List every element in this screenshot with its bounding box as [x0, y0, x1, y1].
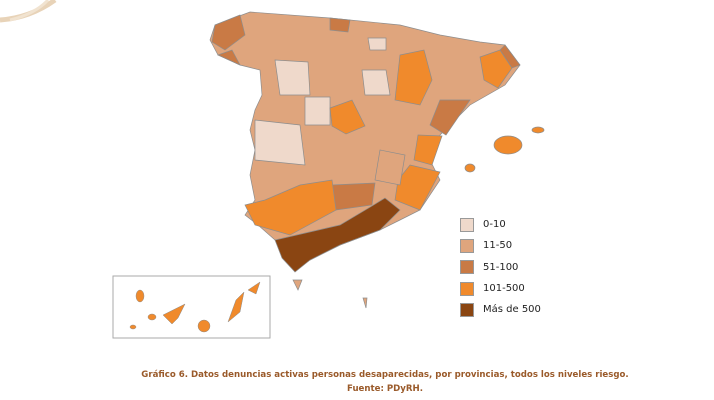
province-girona — [499, 44, 521, 69]
legend-item: 0-10 — [460, 214, 541, 235]
legend-item: 101-500 — [460, 278, 541, 299]
legend-swatch — [460, 260, 474, 275]
province-cantabria — [367, 37, 387, 51]
legend-label: 101-500 — [483, 283, 525, 295]
legend-label: Más de 500 — [483, 304, 541, 316]
province-valencia — [413, 134, 443, 166]
province-south-andalusia — [274, 197, 401, 273]
legend-label: 0-10 — [483, 219, 506, 231]
province-tarragona — [429, 99, 471, 136]
province-madrid — [329, 99, 366, 135]
legend-item: Más de 500 — [460, 299, 541, 320]
province-zamora — [274, 59, 311, 96]
ceuta — [292, 279, 303, 291]
province-west-andalusia — [244, 179, 337, 236]
legend-swatch — [460, 217, 474, 232]
province-pontevedra — [217, 49, 241, 66]
legend-swatch — [460, 238, 474, 253]
province-mallorca — [493, 135, 523, 155]
province-caceres — [254, 119, 306, 166]
caption-title: Gráfico 6. Datos denuncias activas perso… — [141, 370, 629, 380]
legend-item: 51-100 — [460, 257, 541, 278]
caption-source: Fuente: PDyRH. — [347, 384, 423, 394]
province-a-coruna — [211, 14, 246, 51]
province-menorca — [531, 126, 545, 134]
legend-label: 51-100 — [483, 261, 519, 273]
province-segovia — [304, 96, 331, 126]
province-bizkaia — [329, 17, 351, 33]
province-barcelona — [479, 49, 513, 89]
legend-label: 11-50 — [483, 240, 513, 252]
province-ibiza — [464, 163, 476, 173]
canary-islands-inset — [112, 275, 271, 339]
province-albacete — [374, 149, 406, 186]
province-soria — [361, 69, 391, 96]
province-zaragoza — [394, 49, 433, 106]
map-legend: 0-10 11-50 51-100 101-500 Más de 500 — [460, 214, 541, 320]
canary-islands — [129, 281, 261, 333]
melilla — [362, 297, 368, 309]
legend-swatch — [460, 302, 474, 317]
decorative-swirl — [9, 0, 50, 22]
legend-item: 11-50 — [460, 235, 541, 256]
legend-swatch — [460, 281, 474, 296]
